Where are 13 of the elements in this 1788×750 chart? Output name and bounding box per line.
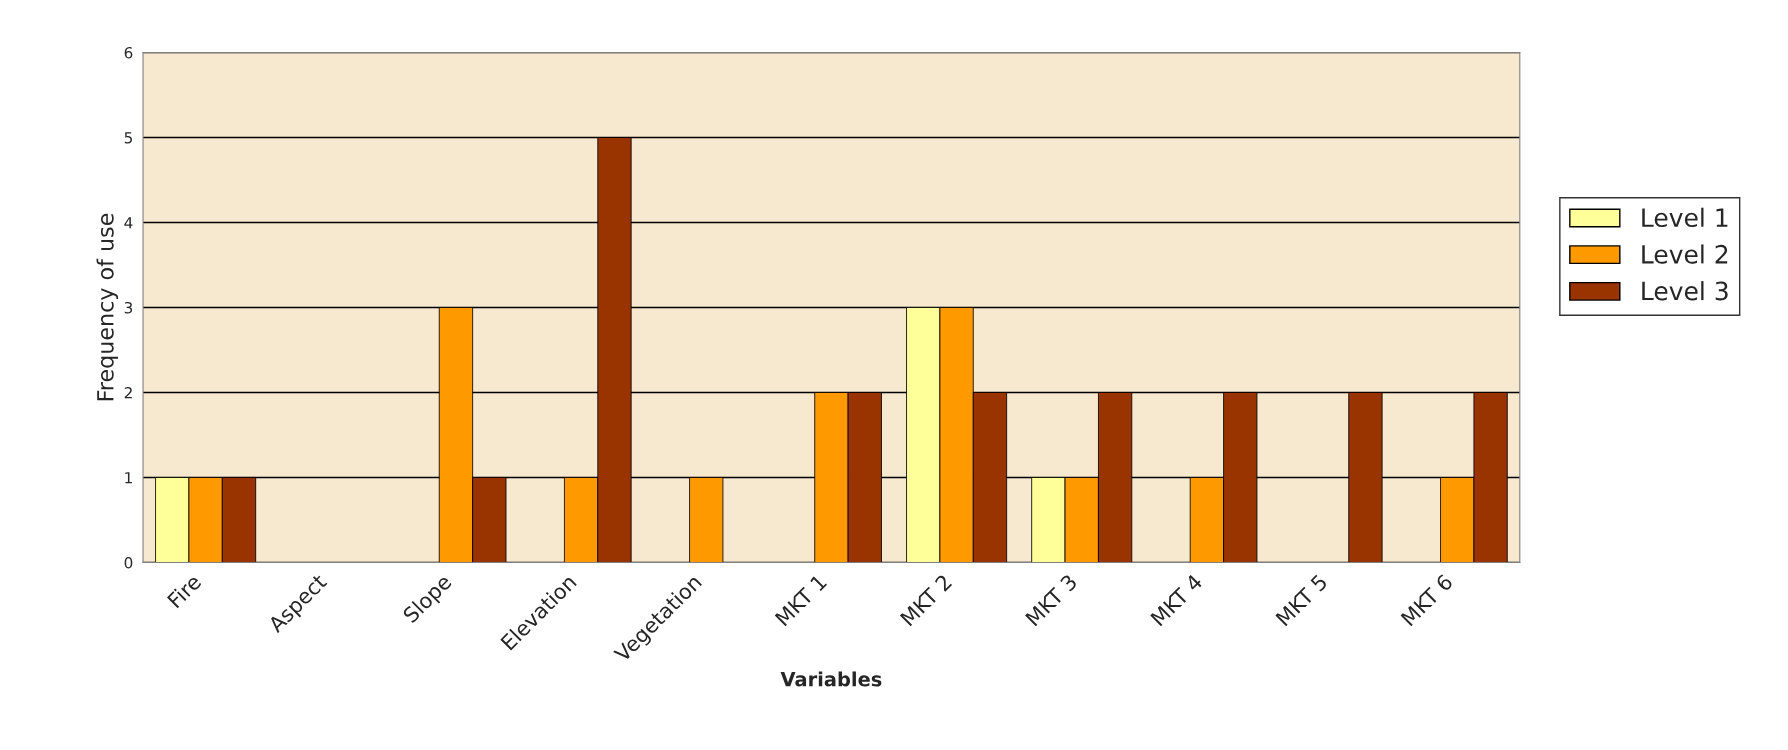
- y-tick-label: 2: [124, 386, 132, 399]
- legend-label: Level 3: [1642, 281, 1728, 301]
- y-tick-label: 0: [124, 556, 133, 569]
- y-tick-label: 6: [124, 46, 133, 59]
- x-tick-label: Fire: [166, 573, 202, 609]
- y-tick-label: 1: [125, 472, 132, 484]
- y-axis-title: Frequency of use: [96, 213, 119, 401]
- y-tick-label: 3: [124, 301, 133, 314]
- x-axis-title: Variables: [780, 671, 882, 687]
- y-tick-label: 4: [124, 217, 133, 229]
- legend-label: Level 2: [1642, 244, 1728, 264]
- y-tick-label: 5: [124, 132, 132, 144]
- legend-label: Level 1: [1642, 207, 1728, 228]
